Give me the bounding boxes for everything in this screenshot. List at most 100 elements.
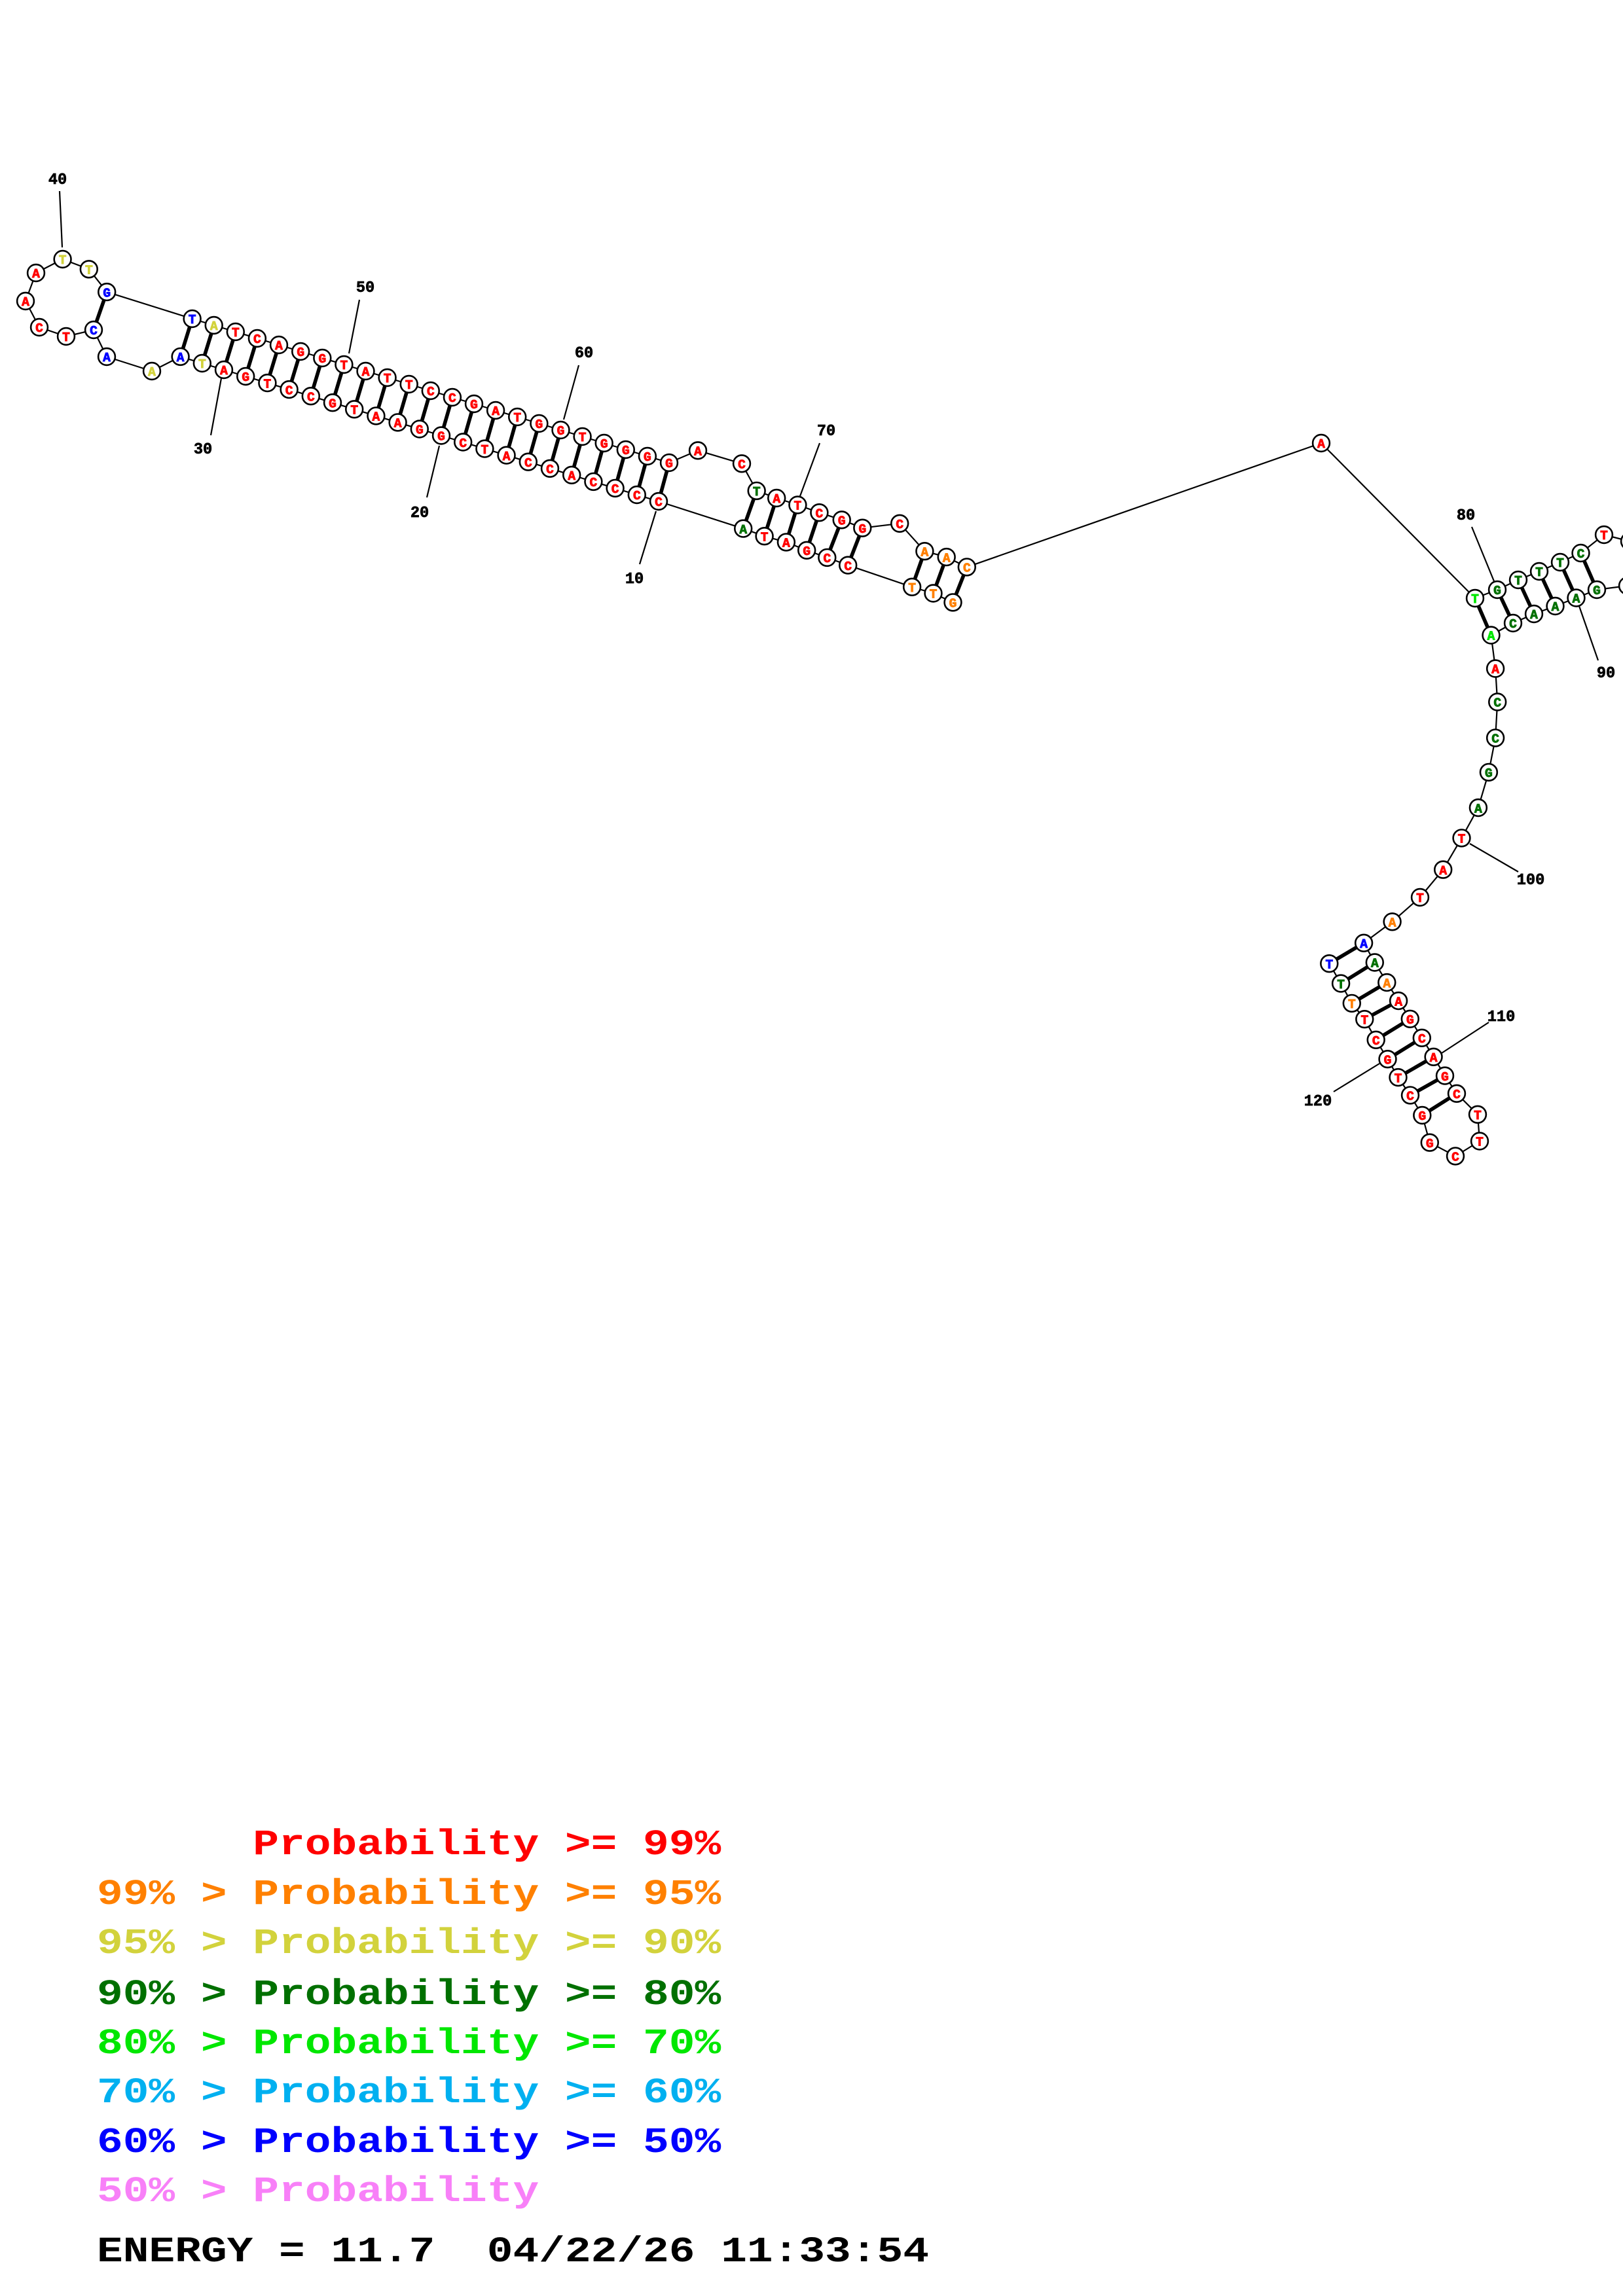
- svg-text:G: G: [1406, 1013, 1414, 1028]
- svg-text:G: G: [838, 514, 846, 529]
- svg-text:T: T: [1600, 529, 1608, 543]
- svg-text:T: T: [1474, 1109, 1482, 1123]
- svg-text:T: T: [1360, 1013, 1368, 1028]
- svg-text:G: G: [1593, 584, 1601, 598]
- svg-text:G: G: [622, 444, 630, 458]
- svg-text:T: T: [1458, 833, 1466, 847]
- svg-text:T: T: [1471, 592, 1479, 607]
- svg-text:C: C: [1509, 617, 1517, 632]
- svg-text:T: T: [1337, 978, 1345, 992]
- svg-text:A: A: [1573, 592, 1580, 607]
- svg-text:C: C: [611, 482, 619, 497]
- svg-text:95% > Probability >= 90%: 95% > Probability >= 90%: [97, 1924, 721, 1964]
- svg-text:A: A: [1439, 864, 1447, 878]
- svg-text:T: T: [198, 357, 206, 372]
- svg-text:T: T: [264, 377, 272, 391]
- svg-text:G: G: [557, 424, 565, 439]
- svg-text:G: G: [329, 397, 337, 412]
- svg-text:A: A: [394, 417, 402, 431]
- svg-text:C: C: [546, 463, 554, 477]
- svg-text:60% > Probability >= 50%: 60% > Probability >= 50%: [97, 2123, 721, 2163]
- svg-text:A: A: [275, 339, 283, 353]
- svg-text:T: T: [405, 378, 413, 393]
- svg-text:A: A: [568, 469, 575, 484]
- svg-text:G: G: [318, 352, 326, 367]
- svg-text:C: C: [1493, 696, 1501, 711]
- svg-text:A: A: [694, 445, 702, 459]
- svg-text:70% > Probability >= 60%: 70% > Probability >= 60%: [97, 2073, 721, 2113]
- svg-text:T: T: [1535, 565, 1543, 580]
- svg-text:T: T: [62, 331, 70, 345]
- svg-text:T: T: [753, 485, 761, 499]
- svg-text:60: 60: [575, 345, 593, 363]
- svg-text:90% > Probability >= 80%: 90% > Probability >= 80%: [97, 1975, 721, 2015]
- svg-text:T: T: [1325, 958, 1333, 972]
- svg-text:T: T: [232, 326, 240, 340]
- svg-text:G: G: [600, 437, 608, 452]
- svg-text:A: A: [1371, 957, 1379, 971]
- svg-text:Probability >= 99%: Probability >= 99%: [97, 1825, 721, 1865]
- svg-text:C: C: [253, 332, 261, 347]
- svg-text:C: C: [1451, 1151, 1459, 1165]
- svg-text:C: C: [590, 476, 598, 490]
- svg-text:C: C: [285, 384, 293, 398]
- svg-text:G: G: [416, 423, 424, 438]
- svg-text:A: A: [210, 319, 218, 334]
- svg-text:C: C: [427, 385, 435, 399]
- svg-text:C: C: [1372, 1034, 1380, 1049]
- svg-text:T: T: [350, 404, 358, 418]
- svg-text:A: A: [1491, 663, 1499, 677]
- svg-text:A: A: [1474, 802, 1482, 816]
- svg-text:C: C: [896, 518, 903, 532]
- svg-text:A: A: [1395, 995, 1402, 1009]
- svg-text:A: A: [1360, 937, 1368, 952]
- svg-text:C: C: [844, 560, 852, 574]
- svg-text:C: C: [963, 562, 971, 576]
- svg-text:30: 30: [194, 441, 212, 459]
- svg-text:T: T: [579, 431, 587, 445]
- svg-text:A: A: [220, 364, 228, 378]
- svg-text:G: G: [470, 398, 478, 412]
- svg-text:T: T: [59, 253, 67, 268]
- svg-text:T: T: [930, 588, 938, 602]
- svg-text:G: G: [949, 597, 957, 611]
- svg-text:G: G: [103, 286, 111, 300]
- svg-text:A: A: [943, 551, 951, 565]
- svg-text:G: G: [242, 370, 249, 385]
- svg-text:A: A: [177, 351, 185, 365]
- svg-text:T: T: [513, 411, 521, 425]
- svg-text:G: G: [1485, 766, 1493, 781]
- svg-text:T: T: [340, 359, 348, 373]
- svg-text:C: C: [1418, 1032, 1426, 1047]
- svg-text:C: C: [1577, 547, 1585, 562]
- svg-text:C: C: [35, 321, 43, 336]
- svg-text:C: C: [459, 437, 467, 451]
- svg-text:G: G: [665, 457, 673, 471]
- svg-text:G: G: [536, 418, 543, 432]
- svg-text:G: G: [1418, 1109, 1426, 1124]
- svg-text:A: A: [1530, 608, 1538, 622]
- svg-text:C: C: [633, 489, 641, 503]
- svg-text:A: A: [103, 351, 111, 365]
- svg-text:A: A: [1552, 600, 1559, 615]
- svg-text:A: A: [921, 545, 929, 560]
- svg-text:C: C: [524, 456, 532, 471]
- svg-text:T: T: [1348, 997, 1356, 1012]
- svg-text:50% > Probability: 50% > Probability: [97, 2172, 539, 2212]
- svg-text:40: 40: [48, 171, 67, 189]
- svg-text:G: G: [858, 522, 866, 537]
- svg-text:A: A: [1383, 977, 1391, 991]
- svg-text:G: G: [644, 450, 651, 465]
- svg-text:G: G: [437, 430, 445, 444]
- svg-text:C: C: [90, 324, 98, 338]
- svg-text:T: T: [908, 581, 916, 596]
- svg-text:A: A: [1317, 437, 1325, 452]
- svg-text:120: 120: [1304, 1093, 1332, 1111]
- svg-text:80% > Probability >= 70%: 80% > Probability >= 70%: [97, 2024, 721, 2064]
- svg-text:A: A: [362, 365, 370, 380]
- svg-text:T: T: [1416, 891, 1424, 906]
- svg-text:T: T: [1395, 1071, 1402, 1086]
- svg-text:A: A: [773, 492, 780, 507]
- svg-text:C: C: [816, 507, 824, 521]
- svg-text:A: A: [782, 537, 790, 551]
